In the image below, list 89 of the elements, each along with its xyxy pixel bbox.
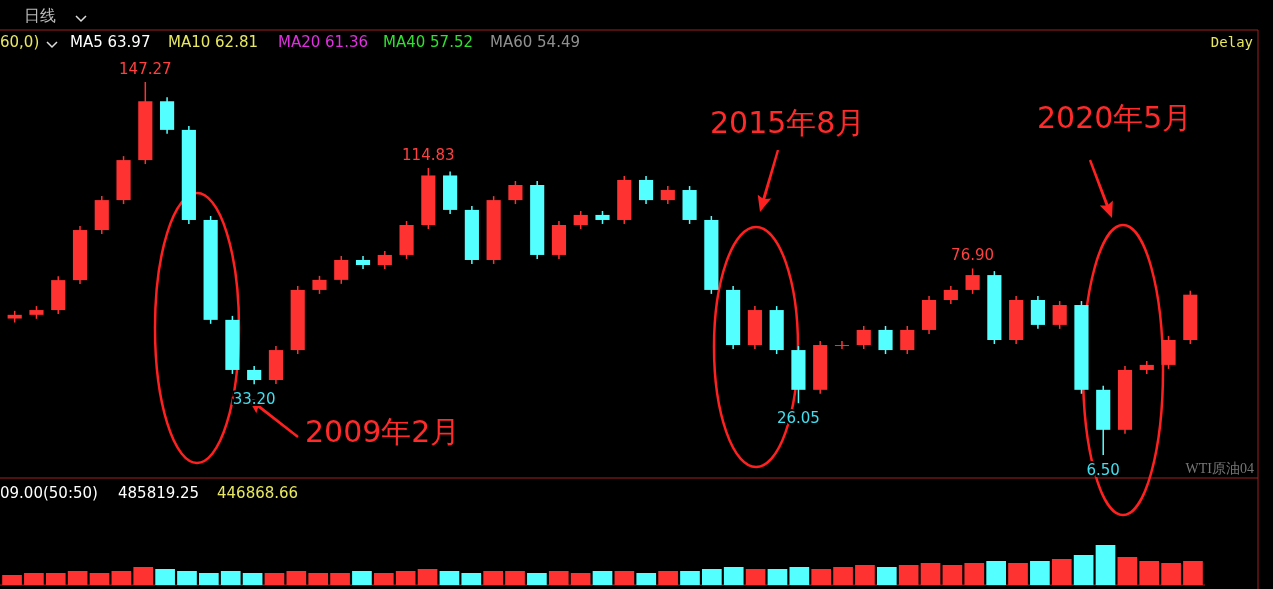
candlestick	[878, 325, 893, 355]
candlestick	[573, 210, 588, 230]
annotation: 147.27	[119, 60, 172, 78]
bar	[199, 573, 219, 585]
candlestick	[965, 267, 980, 295]
bar	[1030, 561, 1050, 585]
text: MA60 54.49	[490, 33, 580, 51]
bar	[942, 565, 963, 585]
bar	[111, 571, 132, 585]
candlestick	[247, 365, 262, 385]
bar	[723, 567, 744, 585]
candlestick	[377, 250, 392, 270]
bar	[308, 573, 329, 585]
bar	[1183, 561, 1203, 585]
bar	[920, 563, 941, 585]
candlestick	[943, 285, 958, 305]
bar	[133, 567, 154, 585]
text: 09.00(50:50)	[0, 484, 98, 502]
bar	[1095, 545, 1116, 585]
bar	[155, 569, 175, 585]
bar	[527, 573, 547, 585]
bar	[964, 563, 985, 585]
bar	[1051, 559, 1072, 585]
text: 485819.25	[118, 484, 200, 502]
bar	[417, 569, 438, 585]
bar	[614, 571, 635, 585]
annotation: 2020年5月	[1037, 100, 1193, 135]
bar	[658, 571, 678, 585]
text: MA10 62.81	[168, 33, 258, 51]
candlestick	[856, 325, 871, 350]
text: 60,0)	[0, 33, 40, 51]
bar	[745, 569, 766, 585]
bar	[702, 569, 722, 585]
bar	[242, 573, 263, 585]
candlestick	[508, 180, 523, 205]
bar	[789, 567, 810, 585]
bar	[986, 561, 1006, 585]
bar	[330, 573, 350, 585]
bar	[592, 571, 613, 585]
candlestick	[834, 340, 850, 350]
bar	[286, 571, 307, 585]
bar	[811, 569, 832, 585]
bar	[177, 571, 197, 585]
text: 446868.66	[217, 484, 299, 502]
bar	[395, 571, 416, 585]
candlestick	[900, 325, 915, 355]
bar	[833, 567, 853, 585]
text: 日线	[24, 6, 56, 25]
candlestick	[638, 175, 654, 205]
candlestick	[660, 185, 675, 205]
text: MA5 63.97	[70, 33, 151, 51]
bar	[483, 571, 503, 585]
candlestick	[334, 255, 349, 285]
bar	[855, 565, 875, 585]
annotation: 76.90	[951, 246, 995, 265]
bar	[461, 573, 482, 585]
bar	[220, 571, 241, 585]
text: Delay	[1210, 34, 1253, 50]
annotation: 33.20	[232, 390, 276, 409]
bar	[636, 573, 657, 585]
bar	[680, 571, 700, 585]
bar	[24, 573, 44, 585]
bar	[45, 573, 66, 585]
bar	[876, 567, 897, 585]
text: WTI原油04	[1185, 461, 1254, 476]
bar	[1161, 563, 1181, 585]
bar	[2, 575, 22, 585]
bar	[89, 573, 110, 585]
bar	[767, 569, 788, 585]
bar	[548, 571, 569, 585]
bar	[570, 573, 591, 585]
bar	[264, 573, 285, 585]
bar	[1008, 563, 1028, 585]
bar	[373, 573, 394, 585]
bar	[439, 571, 460, 585]
text: MA20 61.36	[278, 33, 368, 51]
bar	[898, 565, 919, 585]
annotation: 2015年8月	[710, 105, 866, 140]
bar	[1073, 555, 1094, 585]
annotation: 2009年2月	[305, 414, 461, 449]
bar	[1117, 557, 1138, 585]
bar	[505, 571, 525, 585]
bar	[352, 571, 372, 585]
candlestick	[1052, 300, 1067, 330]
bar	[1139, 561, 1160, 585]
annotation: 114.83	[402, 145, 455, 164]
candlestick	[312, 275, 327, 295]
bar	[67, 571, 88, 585]
text: MA40 57.52	[383, 33, 473, 51]
